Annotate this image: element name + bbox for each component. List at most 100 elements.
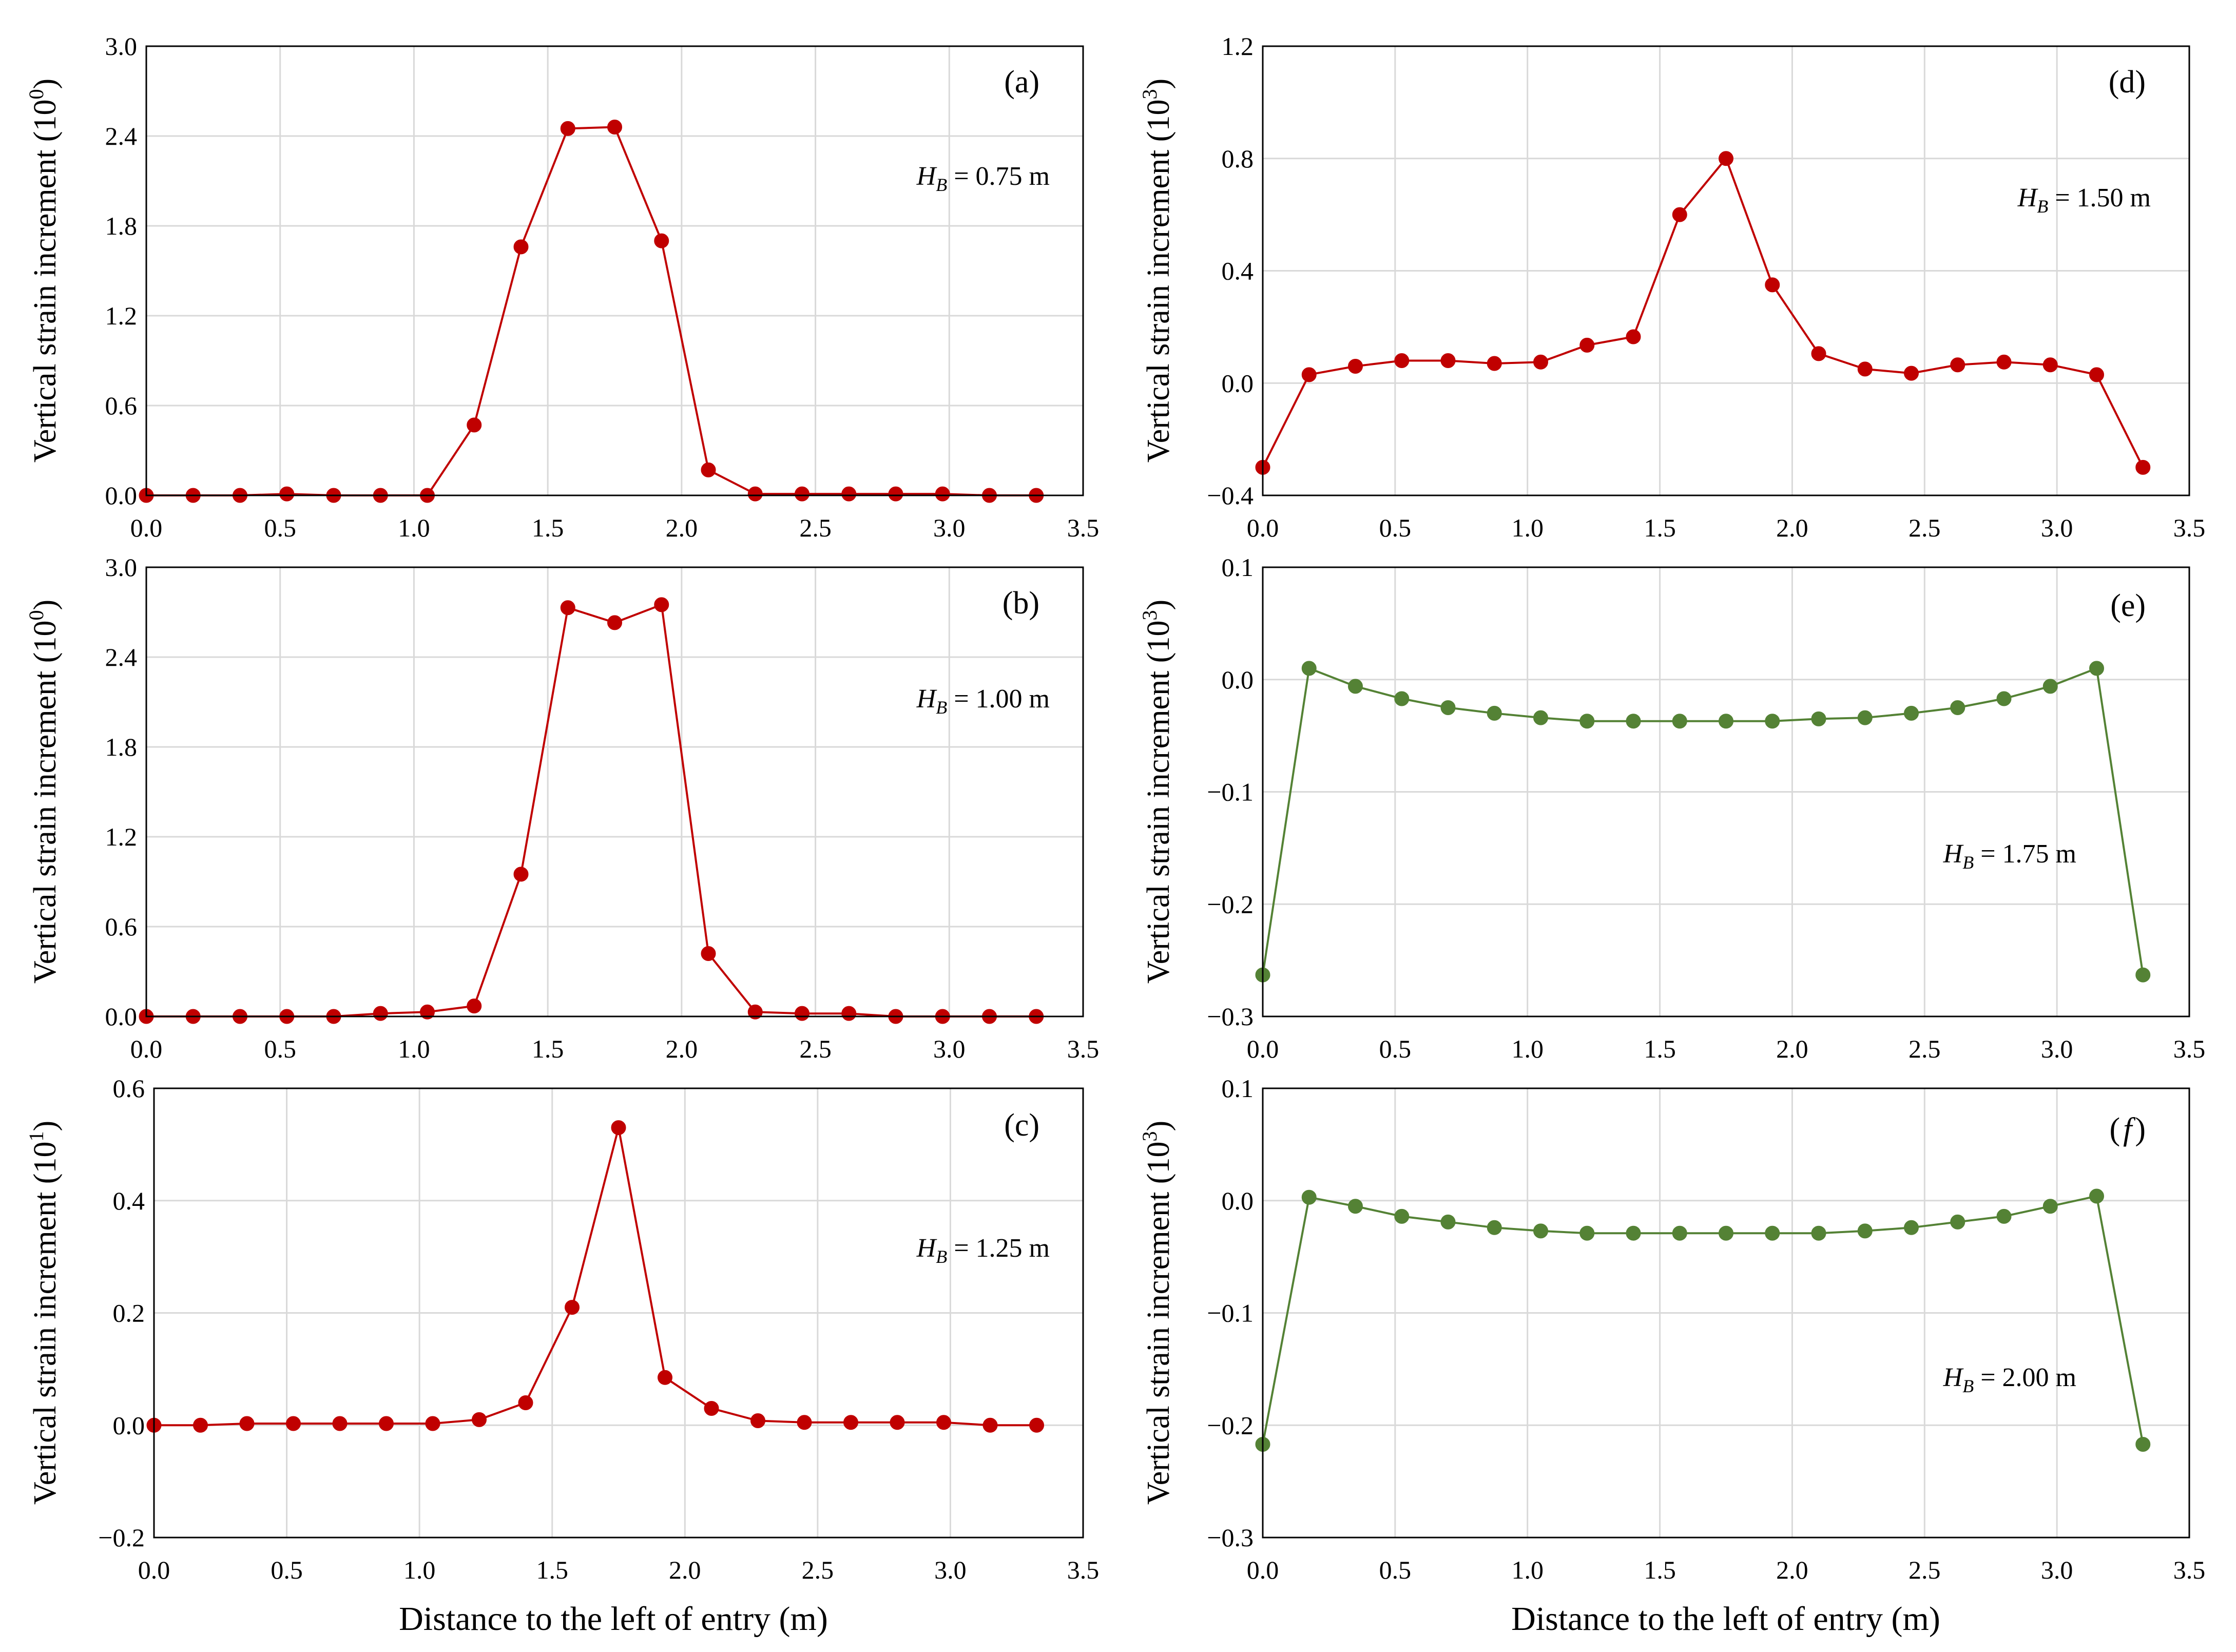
y-tick-label: 3.0 (105, 553, 138, 582)
data-point (704, 1400, 719, 1416)
data-point (1857, 710, 1873, 725)
x-tick-label: 2.0 (1776, 1034, 1808, 1063)
data-point (467, 417, 482, 433)
data-point (2042, 1199, 2058, 1214)
x-tick-label: 1.5 (1644, 1034, 1676, 1063)
panel-label: (f) (2109, 1112, 2146, 1147)
data-point (472, 1412, 487, 1427)
data-point (654, 597, 669, 612)
data-point (1765, 277, 1780, 293)
data-point (1579, 714, 1595, 729)
y-tick-label: 0.2 (113, 1299, 145, 1328)
panel-label: (e) (2110, 588, 2146, 623)
data-point (1672, 207, 1687, 222)
x-tick-label: 1.0 (1511, 1555, 1544, 1584)
x-tick-label: 1.0 (1511, 513, 1544, 542)
x-tick-label: 3.0 (2041, 1555, 2073, 1584)
y-tick-label: 0.6 (105, 391, 138, 420)
data-point (1348, 358, 1363, 374)
tick-labels: 0.0 0.5 1.0 1.5 2.0 2.5 3.0 3.5 −0.2 0.0 0.2 0.4 0.6 (98, 1074, 1099, 1584)
data-point (467, 998, 482, 1014)
x-tick-label: 3.5 (1067, 1555, 1100, 1584)
data-point (1765, 1225, 1780, 1241)
data-point (1579, 337, 1595, 353)
data-point (1301, 661, 1317, 676)
data-point (1626, 714, 1641, 729)
data-point (1579, 1225, 1595, 1241)
data-point (1765, 714, 1780, 729)
data-point (935, 486, 950, 502)
y-axis-label: Vertical strain increment (101) (25, 1121, 63, 1505)
data-point (1440, 700, 1456, 715)
panel-b: 0.0 0.5 1.0 1.5 2.0 2.5 3.0 3.5 0.0 0.6 1.2 1.8 2.4 3… (25, 553, 1099, 1063)
y-axis-label: Vertical strain increment (100) (25, 600, 63, 984)
x-tick-label: 0.5 (264, 513, 296, 542)
data-point (795, 1006, 809, 1021)
tick-labels: 0.0 0.5 1.0 1.5 2.0 2.5 3.0 3.5 −0.3 −0.2 −0.1 0.0 0… (1207, 553, 2205, 1063)
panel-label: (c) (1004, 1108, 1039, 1143)
data-point (1394, 353, 1410, 368)
panel-label: (a) (1004, 65, 1039, 100)
grid (154, 1088, 1083, 1538)
panel-e: 0.0 0.5 1.0 1.5 2.0 2.5 3.0 3.5 −0.3 −0.2 −0.1 0.0 0… (1138, 553, 2205, 1063)
data-point (279, 486, 295, 502)
data-point (607, 120, 622, 135)
data-point (193, 1417, 208, 1433)
x-tick-label: 2.5 (1909, 513, 1941, 542)
data-point (1301, 1189, 1317, 1205)
y-tick-label: −0.3 (1207, 1523, 1254, 1552)
x-tick-label: 2.0 (666, 1034, 698, 1063)
data-point (1811, 711, 1826, 726)
x-tick-label: 2.0 (1776, 513, 1808, 542)
y-tick-label: 0.0 (1222, 665, 1254, 694)
x-tick-label: 1.5 (1644, 1555, 1676, 1584)
x-tick-label: 2.0 (1776, 1555, 1808, 1584)
y-tick-label: −0.4 (1207, 481, 1254, 510)
plot-frame (145, 566, 1084, 1017)
y-tick-label: 0.0 (105, 481, 138, 510)
data-point (747, 1004, 763, 1020)
tick-labels: 0.0 0.5 1.0 1.5 2.0 2.5 3.0 3.5 0.0 0.6 1.2 1.8 2.4 3… (105, 553, 1100, 1063)
panel-d: 0.0 0.5 1.0 1.5 2.0 2.5 3.0 3.5 −0.4 0.0 0.4 0.8 1.2… (1138, 32, 2205, 542)
x-axis-label: Distance to the left of entry (m) (399, 1600, 828, 1638)
plot-frame (1262, 45, 2190, 496)
plot-frame (1262, 566, 2190, 1017)
y-tick-label: 2.4 (105, 122, 138, 150)
data-point (1950, 1214, 1965, 1230)
x-tick-label: 0.0 (130, 1034, 163, 1063)
x-tick-label: 2.5 (1909, 1555, 1941, 1584)
x-tick-label: 3.0 (934, 1555, 967, 1584)
data-point (701, 946, 716, 961)
plot-frame (145, 45, 1084, 496)
y-tick-label: 1.2 (1222, 32, 1254, 61)
x-tick-label: 2.5 (799, 513, 832, 542)
x-tick-label: 3.5 (2173, 1555, 2206, 1584)
data-point (379, 1416, 394, 1431)
series-line (1262, 1195, 2144, 1445)
y-tick-label: 0.6 (105, 912, 138, 941)
series (139, 597, 1044, 1024)
data-point (1533, 710, 1548, 725)
y-tick-label: 0.0 (113, 1411, 145, 1439)
data-point (2089, 661, 2104, 676)
grid (1263, 567, 2189, 1016)
y-tick-label: 1.8 (105, 212, 138, 240)
y-tick-label: −0.2 (1207, 890, 1254, 918)
y-tick-label: 0.6 (113, 1074, 145, 1103)
series (146, 1120, 1044, 1433)
grid (1263, 1088, 2189, 1538)
data-point (513, 867, 529, 882)
grid (146, 46, 1083, 495)
data-point (2089, 367, 2104, 382)
data-point (1533, 354, 1548, 370)
data-point (1672, 1225, 1687, 1241)
annotation-hb: HB = 2.00 m (1943, 1363, 2076, 1396)
x-tick-label: 0.5 (1379, 1555, 1412, 1584)
x-tick-label: 3.0 (2041, 1034, 2073, 1063)
data-point (795, 486, 809, 502)
y-tick-label: 0.1 (1222, 1074, 1254, 1103)
x-tick-label: 2.0 (669, 1555, 701, 1584)
y-tick-label: 1.2 (105, 822, 138, 851)
x-tick-label: 3.0 (933, 513, 966, 542)
plot-frame (1262, 1087, 2190, 1539)
